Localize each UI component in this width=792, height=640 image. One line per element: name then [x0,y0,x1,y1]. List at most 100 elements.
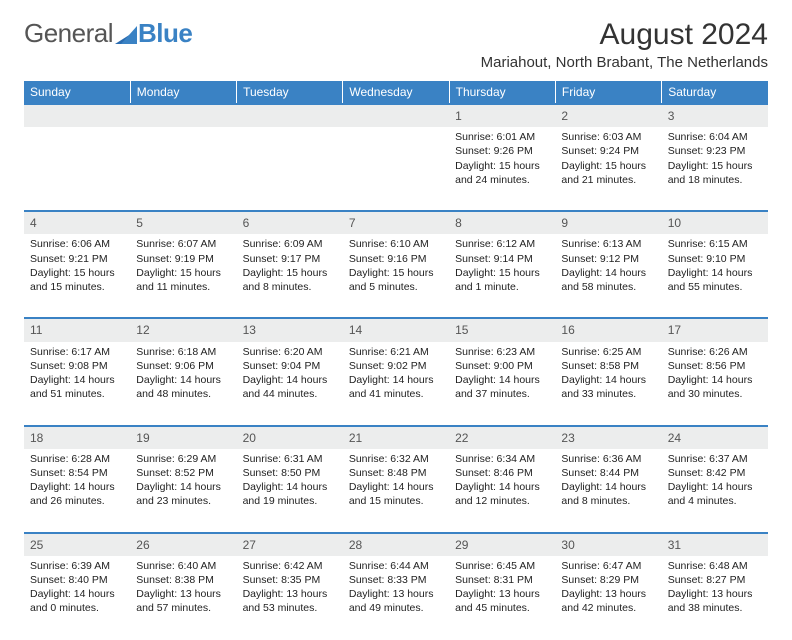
daylight-text: Daylight: 14 hours and 44 minutes. [243,373,337,401]
sunset-text: Sunset: 9:24 PM [561,144,655,158]
day-number: 6 [237,211,343,234]
daylight-text: Daylight: 14 hours and 41 minutes. [349,373,443,401]
logo-triangle-icon [115,20,137,51]
daylight-text: Daylight: 14 hours and 19 minutes. [243,480,337,508]
daylight-text: Daylight: 13 hours and 45 minutes. [455,587,549,615]
day-header: Friday [555,81,661,104]
sunrise-text: Sunrise: 6:17 AM [30,345,124,359]
daylight-text: Daylight: 13 hours and 42 minutes. [561,587,655,615]
day-number: 7 [343,211,449,234]
day-header: Wednesday [343,81,449,104]
day-cell: Sunrise: 6:17 AMSunset: 9:08 PMDaylight:… [24,342,130,426]
sunset-text: Sunset: 9:21 PM [30,252,124,266]
sunrise-text: Sunrise: 6:09 AM [243,237,337,251]
daylight-text: Daylight: 15 hours and 1 minute. [455,266,549,294]
day-cell: Sunrise: 6:26 AMSunset: 8:56 PMDaylight:… [662,342,768,426]
day-header: Thursday [449,81,555,104]
day-number: 25 [24,533,130,556]
sunset-text: Sunset: 9:10 PM [668,252,762,266]
day-detail-row: Sunrise: 6:28 AMSunset: 8:54 PMDaylight:… [24,449,768,533]
daylight-text: Daylight: 13 hours and 49 minutes. [349,587,443,615]
day-cell: Sunrise: 6:40 AMSunset: 8:38 PMDaylight:… [130,556,236,640]
day-number: 29 [449,533,555,556]
day-cell: Sunrise: 6:31 AMSunset: 8:50 PMDaylight:… [237,449,343,533]
sunrise-text: Sunrise: 6:15 AM [668,237,762,251]
sunset-text: Sunset: 9:06 PM [136,359,230,373]
daylight-text: Daylight: 14 hours and 4 minutes. [668,480,762,508]
day-number: 3 [662,104,768,127]
day-number: 28 [343,533,449,556]
sunrise-text: Sunrise: 6:12 AM [455,237,549,251]
sunrise-text: Sunrise: 6:10 AM [349,237,443,251]
sunset-text: Sunset: 9:00 PM [455,359,549,373]
day-number-row: 25262728293031 [24,533,768,556]
sunrise-text: Sunrise: 6:20 AM [243,345,337,359]
sunrise-text: Sunrise: 6:07 AM [136,237,230,251]
daylight-text: Daylight: 14 hours and 23 minutes. [136,480,230,508]
day-header: Tuesday [237,81,343,104]
day-number: 27 [237,533,343,556]
sunset-text: Sunset: 8:40 PM [30,573,124,587]
sunset-text: Sunset: 8:38 PM [136,573,230,587]
day-cell: Sunrise: 6:09 AMSunset: 9:17 PMDaylight:… [237,234,343,318]
daylight-text: Daylight: 14 hours and 26 minutes. [30,480,124,508]
daylight-text: Daylight: 15 hours and 15 minutes. [30,266,124,294]
calendar-table: Sunday Monday Tuesday Wednesday Thursday… [24,81,768,640]
sunset-text: Sunset: 9:14 PM [455,252,549,266]
day-number: 10 [662,211,768,234]
sunrise-text: Sunrise: 6:31 AM [243,452,337,466]
day-number: 17 [662,318,768,341]
sunset-text: Sunset: 8:52 PM [136,466,230,480]
sunset-text: Sunset: 8:33 PM [349,573,443,587]
day-number: 9 [555,211,661,234]
sunrise-text: Sunrise: 6:25 AM [561,345,655,359]
sunset-text: Sunset: 8:50 PM [243,466,337,480]
day-cell: Sunrise: 6:28 AMSunset: 8:54 PMDaylight:… [24,449,130,533]
day-cell [343,127,449,211]
daylight-text: Daylight: 15 hours and 18 minutes. [668,159,762,187]
daylight-text: Daylight: 14 hours and 15 minutes. [349,480,443,508]
day-number: 26 [130,533,236,556]
day-cell [130,127,236,211]
daylight-text: Daylight: 13 hours and 38 minutes. [668,587,762,615]
sunrise-text: Sunrise: 6:39 AM [30,559,124,573]
daylight-text: Daylight: 13 hours and 53 minutes. [243,587,337,615]
sunset-text: Sunset: 9:12 PM [561,252,655,266]
day-cell: Sunrise: 6:37 AMSunset: 8:42 PMDaylight:… [662,449,768,533]
daylight-text: Daylight: 13 hours and 57 minutes. [136,587,230,615]
day-number: 2 [555,104,661,127]
sunset-text: Sunset: 8:56 PM [668,359,762,373]
sunrise-text: Sunrise: 6:29 AM [136,452,230,466]
sunrise-text: Sunrise: 6:04 AM [668,130,762,144]
daylight-text: Daylight: 15 hours and 11 minutes. [136,266,230,294]
day-number: 21 [343,426,449,449]
day-cell: Sunrise: 6:25 AMSunset: 8:58 PMDaylight:… [555,342,661,426]
day-number [24,104,130,127]
day-cell: Sunrise: 6:01 AMSunset: 9:26 PMDaylight:… [449,127,555,211]
day-cell: Sunrise: 6:39 AMSunset: 8:40 PMDaylight:… [24,556,130,640]
day-number: 20 [237,426,343,449]
sunrise-text: Sunrise: 6:48 AM [668,559,762,573]
day-cell: Sunrise: 6:42 AMSunset: 8:35 PMDaylight:… [237,556,343,640]
day-detail-row: Sunrise: 6:17 AMSunset: 9:08 PMDaylight:… [24,342,768,426]
daylight-text: Daylight: 14 hours and 30 minutes. [668,373,762,401]
day-cell: Sunrise: 6:03 AMSunset: 9:24 PMDaylight:… [555,127,661,211]
sunrise-text: Sunrise: 6:47 AM [561,559,655,573]
day-cell: Sunrise: 6:36 AMSunset: 8:44 PMDaylight:… [555,449,661,533]
day-detail-row: Sunrise: 6:01 AMSunset: 9:26 PMDaylight:… [24,127,768,211]
day-cell: Sunrise: 6:48 AMSunset: 8:27 PMDaylight:… [662,556,768,640]
logo-part2: Blue [138,18,192,48]
sunset-text: Sunset: 8:35 PM [243,573,337,587]
day-cell: Sunrise: 6:10 AMSunset: 9:16 PMDaylight:… [343,234,449,318]
title-block: August 2024 Mariahout, North Brabant, Th… [481,18,768,71]
sunset-text: Sunset: 8:48 PM [349,466,443,480]
day-number [130,104,236,127]
day-number: 23 [555,426,661,449]
sunrise-text: Sunrise: 6:23 AM [455,345,549,359]
sunset-text: Sunset: 9:26 PM [455,144,549,158]
sunrise-text: Sunrise: 6:42 AM [243,559,337,573]
day-number-row: 11121314151617 [24,318,768,341]
sunset-text: Sunset: 9:04 PM [243,359,337,373]
daylight-text: Daylight: 14 hours and 58 minutes. [561,266,655,294]
logo-text: GeneralBlue [24,18,192,51]
